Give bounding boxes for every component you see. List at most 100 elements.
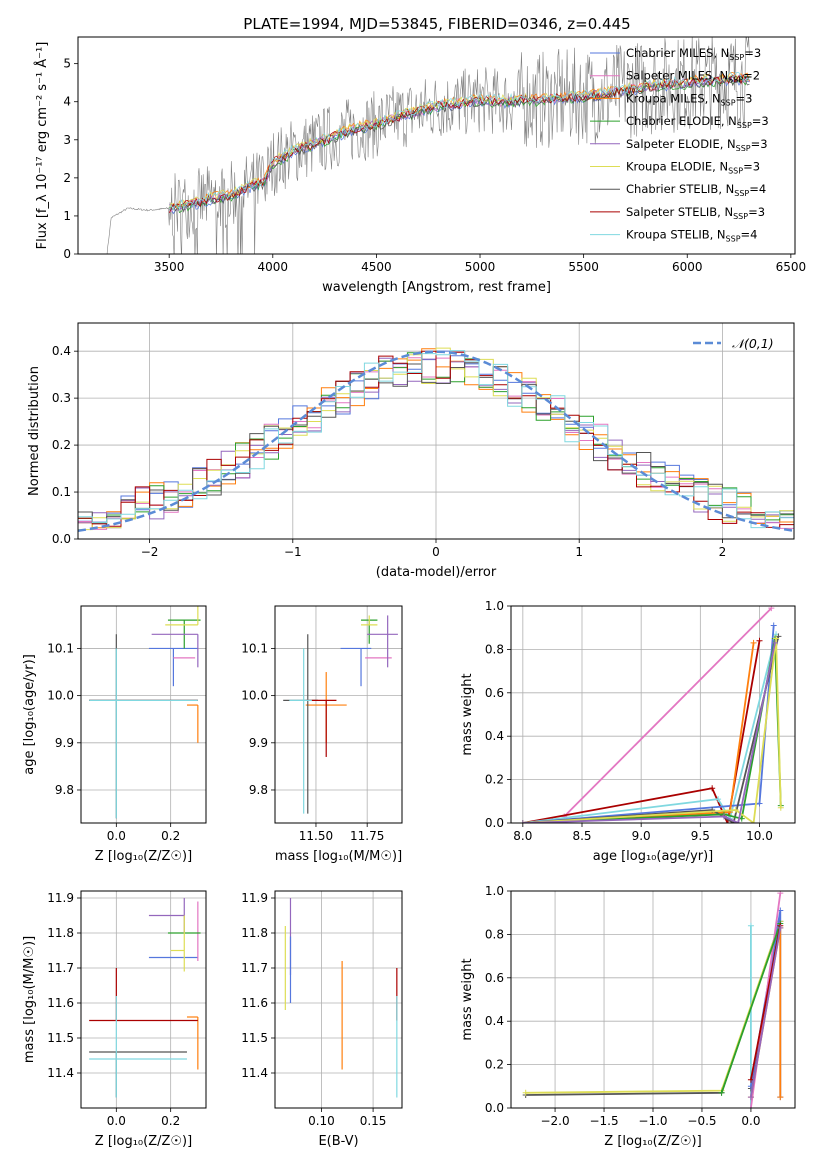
model-salpeter_stelib [168,73,750,213]
x-tick-label: 0.0 [107,829,126,843]
plot-frame [80,890,207,1109]
y-tick-label: 0.8 [485,927,504,941]
x-axis-label: Z [log₁₀(Z/Z☉)] [95,849,192,864]
x-tick-label: 0.10 [308,1114,335,1128]
x-tick-label: −0.5 [687,1114,716,1128]
y-tick-label: 10.0 [47,689,74,703]
legend-label: Salpeter MILES, NSSP=2 [626,69,760,85]
axes-z_mass: 0.0 0.2 11.4 11.5 11.6 11.7 11.8 11.9 Z [log₁₀(Z… [22,891,206,1149]
x-tick-label: −2.0 [540,1114,569,1128]
y-tick-label: 0.6 [485,686,504,700]
y-tick-label: 11.4 [241,1066,268,1080]
x-tick-label: 11.75 [350,829,384,843]
normal-curve [78,350,794,533]
weight-line-chabrier_elodie [720,923,782,1094]
y-tick-label: 10.1 [47,641,74,655]
legend-label: Salpeter ELODIE, NSSP=3 [626,137,768,153]
y-tick-label: 0.2 [485,1058,504,1072]
x-axis-label: E(B-V) [318,1134,358,1149]
y-tick-label: 4 [63,95,71,109]
weight-line-salpeter_elodie [750,927,782,1098]
marker-kroupa_miles [750,639,757,646]
x-tick-label: 4000 [258,260,289,274]
axes-ebv_mass: 0.10 0.15 11.4 11.5 11.6 11.7 11.8 11.9 E(B-V) [241,891,402,1149]
model-kroupa_stelib [168,71,750,211]
y-axis-label: Normed distribution [27,366,42,496]
marker-chabrier_miles [756,800,763,807]
y-axis-label: mass weight [460,673,475,755]
legend-label: Chabrier MILES, NSSP=3 [626,46,761,62]
weight-line-kroupa_elodie [522,638,782,823]
y-tick-label: 0.0 [485,816,504,830]
lines-weight_z [522,891,784,1108]
y-tick-label: 11.5 [47,1031,74,1045]
marker-kroupa_elodie [750,820,757,823]
x-tick-label: 6500 [776,260,807,274]
x-tick-label: 8.5 [572,829,591,843]
plot-frame [274,605,403,824]
y-tick-label: 0 [63,247,71,261]
x-tick-label: −2 [141,545,159,559]
lines-weight_age [519,606,784,823]
y-tick-label: 11.8 [241,926,268,940]
legend-label: Chabrier ELODIE, NSSP=3 [626,114,769,130]
marker-kroupa_elodie [777,804,784,811]
legend-label: Salpeter STELIB, NSSP=3 [626,205,765,221]
plot-frame [77,322,795,540]
x-tick-label: 0 [432,545,440,559]
x-tick-label: 9.0 [632,829,651,843]
y-tick-label: 0.0 [52,532,71,546]
x-axis-label: (data-model)/error [376,565,497,580]
weight-line-kroupa_miles [522,642,755,823]
plot-frame [510,605,796,824]
x-tick-label: 3500 [154,260,185,274]
y-tick-label: 10.1 [241,641,268,655]
x-tick-label: 5500 [568,260,599,274]
errorbars-z_age [89,606,201,819]
marker-kroupa_elodie [773,635,780,642]
x-tick-label: 0.0 [107,1114,126,1128]
residual-histograms [78,347,794,533]
y-tick-label: 2 [63,171,71,185]
y-tick-label: 0.3 [52,391,71,405]
legend-label: Kroupa STELIB, NSSP=4 [626,228,757,244]
legend-label: Kroupa MILES, NSSP=3 [626,91,752,107]
residual-legend: 𝒩(0,1) [693,336,774,351]
marker-kroupa_stelib [715,796,722,803]
y-tick-label: 0.2 [485,773,504,787]
plot-frame [80,605,207,824]
y-tick-label: 9.8 [55,783,74,797]
marker-salpeter_miles [747,1105,754,1108]
errorbars-ebv_mass [284,898,398,1098]
x-tick-label: 0.2 [161,829,180,843]
axes-spectrum: 3500 4000 4500 5000 5500 6000 6500 0 1 2 3 4 5 wavele… [34,42,806,295]
marker-salpeter_elodie [771,639,778,646]
weight-line-salpeter_miles [563,607,772,818]
plot-frame [510,890,796,1109]
y-tick-label: 11.9 [241,891,268,905]
legend-label: Kroupa ELODIE, NSSP=3 [626,160,760,176]
marker-salpeter_elodie [735,820,742,823]
errorbars-z_mass [89,898,201,1098]
y-tick-label: 1.0 [485,599,504,613]
marker-salpeter_stelib [709,785,716,792]
model-salpeter_elodie [169,74,750,211]
axes-mass_age: 11.50 11.75 9.8 9.9 10.0 10.1 mass [log₁₀(M/M☉… [241,606,402,864]
marker-chabrier_miles [770,622,777,629]
y-tick-label: 11.9 [47,891,74,905]
y-tick-label: 11.6 [47,996,74,1010]
axes-weight_z: −2.0 −1.5 −1.0 −0.5 0.0 0.0 0.2 0.4 0.6 0.8 1.0 Z [… [460,884,795,1149]
y-tick-label: 0.0 [485,1101,504,1115]
x-tick-label: 0.2 [161,1114,180,1128]
x-tick-label: −1 [284,545,302,559]
y-tick-label: 0.1 [52,485,71,499]
x-tick-label: 1 [575,545,583,559]
weight-line-salpeter_elodie [522,642,776,823]
x-axis-label: wavelength [Angstrom, rest frame] [322,280,551,295]
y-tick-label: 0.6 [485,971,504,985]
marker-kroupa_elodie [522,1089,529,1096]
weight-line-kroupa_stelib [522,633,777,823]
y-tick-label: 0.4 [485,1014,504,1028]
x-tick-label: 4500 [361,260,392,274]
